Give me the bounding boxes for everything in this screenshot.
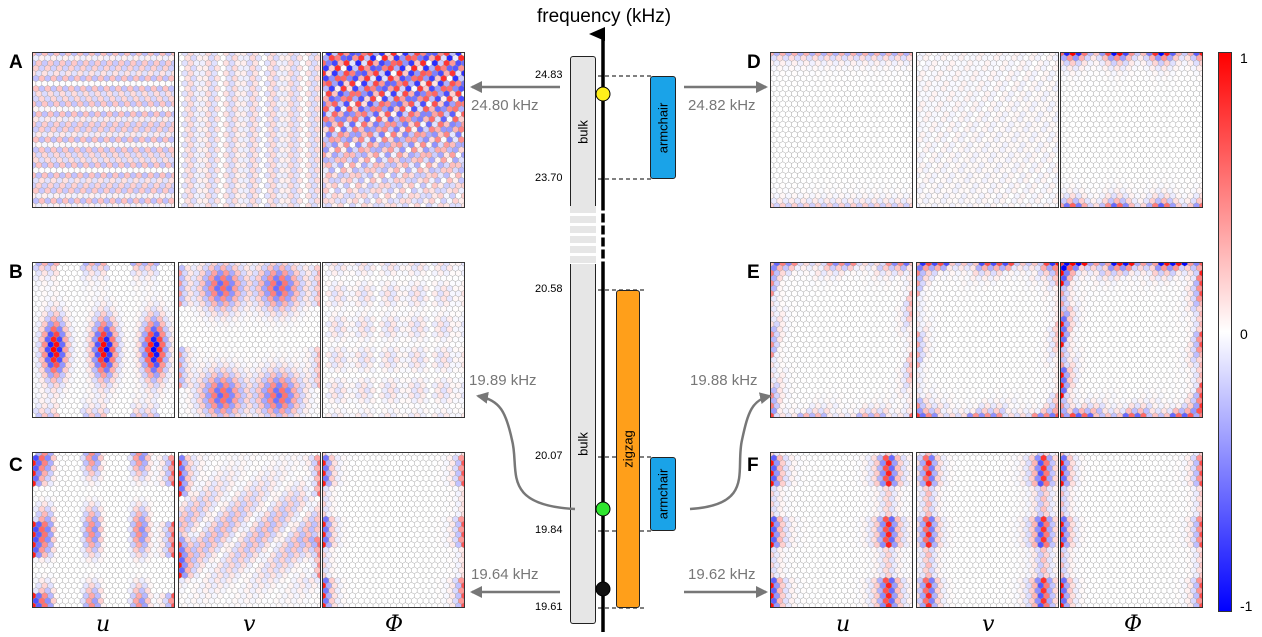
bulk-band-bottom: bulk — [570, 264, 596, 624]
tick-label-24-83: 24.83 — [535, 69, 563, 81]
armchair-band-bottom: armchair — [650, 457, 676, 531]
panel-letter-d: D — [747, 52, 761, 74]
mode-freq-c: 19.64 kHz — [471, 566, 539, 583]
tick-label-23-70: 23.70 — [535, 172, 563, 184]
colorbar-min-label: -1 — [1240, 598, 1252, 614]
field-label-u-right: u — [836, 612, 850, 637]
tick-label-20-07: 20.07 — [535, 450, 563, 462]
panel-letter-b: B — [9, 262, 23, 284]
colorbar — [1218, 52, 1232, 612]
marker-bottom-black — [596, 582, 610, 596]
panel-b-v — [178, 262, 321, 418]
mode-freq-b: 19.89 kHz — [469, 372, 537, 389]
panel-letter-f: F — [747, 455, 759, 477]
panel-f-v — [916, 452, 1059, 608]
panel-f-phi — [1060, 452, 1203, 608]
tick-label-19-84: 19.84 — [535, 524, 563, 536]
panel-c-u — [32, 452, 175, 608]
field-label-u-left: u — [96, 612, 110, 637]
tick-label-19-61: 19.61 — [535, 601, 563, 613]
panel-c-phi — [322, 452, 465, 608]
panel-a-u — [32, 52, 175, 208]
mode-freq-f: 19.62 kHz — [688, 566, 756, 583]
panel-a-v — [178, 52, 321, 208]
frequency-axis-title: frequency (kHz) — [537, 6, 671, 28]
panel-e-phi — [1060, 262, 1203, 418]
colorbar-mid-label: 0 — [1240, 326, 1248, 342]
armchair-band-top: armchair — [650, 76, 676, 179]
panel-e-u — [770, 262, 913, 418]
field-label-phi-right: Φ — [1124, 612, 1142, 637]
arrow-to-e — [690, 396, 770, 509]
panel-b-phi — [322, 262, 465, 418]
panel-d-v — [916, 52, 1059, 208]
panel-d-u — [770, 52, 913, 208]
panel-d-phi — [1060, 52, 1203, 208]
tick-label-20-58: 20.58 — [535, 283, 563, 295]
panel-letter-e: E — [747, 262, 760, 284]
mode-freq-d: 24.82 kHz — [688, 97, 756, 114]
marker-top-yellow — [596, 87, 610, 101]
panel-letter-c: C — [9, 455, 23, 477]
panel-e-v — [916, 262, 1059, 418]
mode-freq-a: 24.80 kHz — [471, 97, 539, 114]
field-label-phi-left: Φ — [385, 612, 403, 637]
colorbar-max-label: 1 — [1240, 50, 1248, 66]
bulk-band-top: bulk — [570, 56, 596, 206]
mode-freq-e: 19.88 kHz — [690, 372, 758, 389]
panel-f-u — [770, 452, 913, 608]
panel-c-v — [178, 452, 321, 608]
panel-letter-a: A — [9, 52, 23, 74]
field-label-v-left: v — [243, 612, 255, 637]
marker-mid-green — [596, 502, 610, 516]
panel-a-phi — [322, 52, 465, 208]
zigzag-band: zigzag — [616, 290, 640, 608]
bulk-band-gap — [570, 206, 596, 264]
panel-b-u — [32, 262, 175, 418]
field-label-v-right: v — [982, 612, 994, 637]
